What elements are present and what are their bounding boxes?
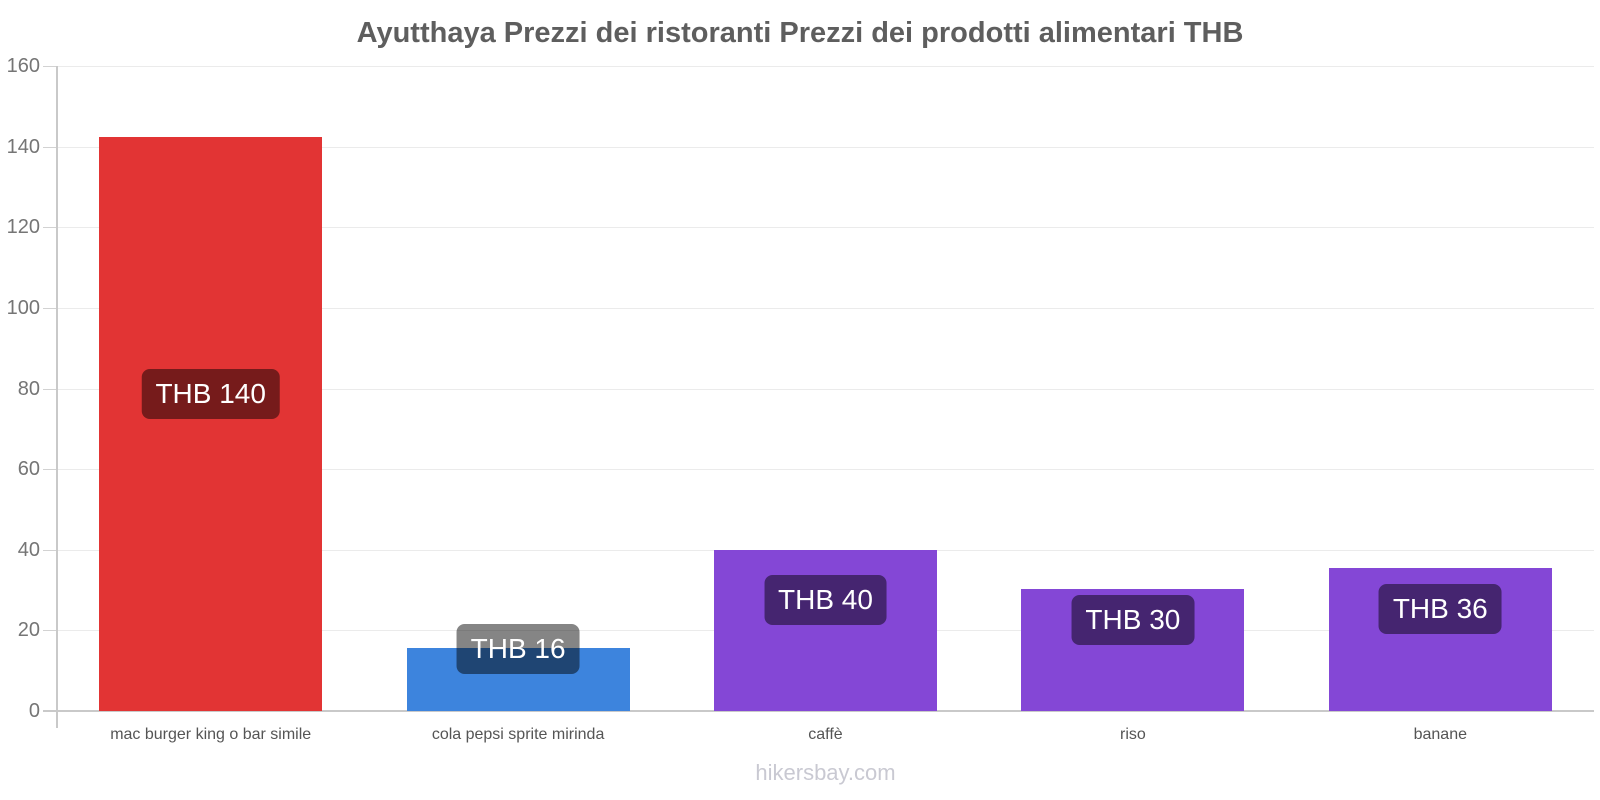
- y-tick-160: [43, 66, 57, 67]
- x-label-caffè: caffè: [808, 726, 843, 743]
- y-tick-label-140: 140: [6, 135, 40, 158]
- y-tick-label-60: 60: [17, 458, 40, 481]
- value-badge-banane: THB 36: [1378, 584, 1502, 635]
- gridline-80: [43, 388, 1594, 390]
- value-badge-riso: THB 30: [1071, 595, 1195, 646]
- value-badge-cola-pepsi-sprite-mirinda: THB 16: [456, 624, 580, 675]
- gridline-120: [43, 227, 1594, 229]
- x-label-riso: riso: [1119, 726, 1146, 743]
- x-label-mac-burger-king-o-bar-simile: mac burger king o bar simile: [110, 726, 312, 743]
- y-tick-120: [43, 227, 57, 229]
- x-label-cola-pepsi-sprite-mirinda: cola pepsi sprite mirinda: [431, 726, 605, 743]
- y-tick-60: [43, 469, 57, 471]
- y-tick-label-100: 100: [6, 296, 40, 319]
- y-tick-140: [43, 146, 57, 148]
- value-badge-mac-burger-king-o-bar-simile: THB 140: [141, 368, 280, 419]
- bar-banane: THB 36: [1328, 567, 1552, 711]
- bar-cola-pepsi-sprite-mirinda: THB 16: [406, 624, 630, 711]
- gridline-140: [43, 146, 1594, 148]
- gridline-100: [43, 307, 1594, 309]
- value-badge-caffè: THB 40: [764, 575, 887, 626]
- gridline-60: [43, 469, 1594, 471]
- bar-mac-burger-king-o-bar-simile: THB 140: [99, 136, 323, 711]
- y-tick-label-0: 0: [28, 700, 40, 722]
- y-tick-label-160: 160: [6, 55, 40, 77]
- y-tick-40: [43, 549, 57, 551]
- y-tick-20: [43, 630, 57, 632]
- bar-caffè: THB 40: [714, 549, 937, 711]
- y-tick-label-20: 20: [17, 619, 40, 642]
- y-tick-80: [43, 388, 57, 390]
- y-tick-100: [43, 307, 57, 309]
- y-tick-label-40: 40: [17, 538, 40, 561]
- x-label-banane: banane: [1413, 726, 1467, 743]
- y-tick-label-120: 120: [6, 216, 40, 239]
- chart-title: Ayutthaya Prezzi dei ristoranti Prezzi d…: [356, 17, 1244, 49]
- gridline-0: [43, 710, 1594, 712]
- y-axis-line: [56, 66, 58, 728]
- y-tick-label-80: 80: [17, 377, 40, 400]
- bar-riso: THB 30: [1021, 589, 1245, 711]
- footer-watermark: hikersbay.com: [755, 760, 896, 785]
- gridline-160: [43, 66, 1594, 67]
